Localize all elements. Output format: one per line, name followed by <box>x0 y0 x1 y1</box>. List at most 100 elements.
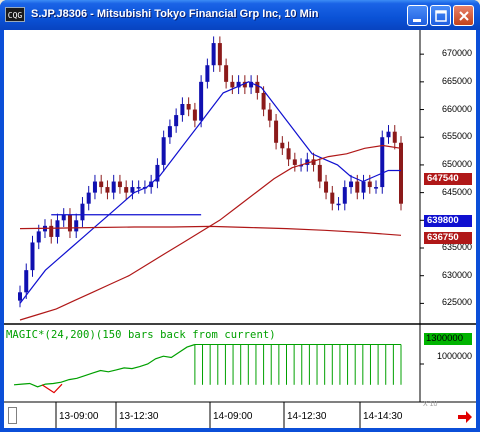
candle-body <box>130 187 135 193</box>
close-button[interactable] <box>453 5 474 26</box>
candle-body <box>380 137 385 188</box>
candle-body <box>355 181 360 193</box>
ma-blue-badge: 639800 <box>424 215 472 228</box>
time-tick-label: 14-14:30 <box>363 411 403 422</box>
price-tick-label: 650000 <box>441 158 472 169</box>
indicator-value-badge: 1300000 <box>424 333 472 345</box>
candle-body <box>167 126 172 138</box>
candle-body <box>399 142 403 204</box>
price-tick-label: 660000 <box>441 103 472 114</box>
cqg-app-icon[interactable]: CQG <box>5 7 25 22</box>
scroll-thumb[interactable] <box>8 407 17 424</box>
candle-body <box>92 181 97 193</box>
candle-body <box>199 81 204 121</box>
candle-body <box>242 81 247 88</box>
candle-body <box>280 142 285 149</box>
candle-body <box>105 187 110 193</box>
time-tick-label: 14-09:00 <box>213 411 253 422</box>
candle-body <box>30 242 35 271</box>
candle-body <box>342 187 347 204</box>
candle-body <box>224 65 229 82</box>
candle-body <box>305 159 310 165</box>
candle-body <box>80 203 85 221</box>
title-bar[interactable]: CQG S.JP.J8306 - Mitsubishi Tokyo Financ… <box>0 0 480 30</box>
candle-body <box>161 137 166 165</box>
price-tick-label: 645000 <box>441 186 472 197</box>
scroll-right-button[interactable] <box>457 409 473 423</box>
price-tick-label: 655000 <box>441 131 472 142</box>
time-tick-label: 14-12:30 <box>287 411 327 422</box>
candle-body <box>249 81 254 88</box>
candle-body <box>18 292 22 301</box>
reference-line <box>19 225 402 236</box>
candle-body <box>349 181 354 188</box>
candle-body <box>230 81 235 88</box>
candle-body <box>24 270 29 293</box>
candle-body <box>155 164 160 182</box>
maximize-button[interactable] <box>430 5 451 26</box>
candle-body <box>49 225 54 237</box>
time-tick-label: 13-12:30 <box>119 411 159 422</box>
price-tick-label: 625000 <box>441 297 472 308</box>
red-right-arrow-icon <box>458 411 472 423</box>
price-tick-label: 635000 <box>441 242 472 252</box>
candle-body <box>99 181 104 188</box>
candle-body <box>330 192 335 204</box>
candle-body <box>374 187 379 189</box>
zoom-label: X 10 <box>423 401 438 408</box>
candle-body <box>336 203 341 206</box>
indicator-dip <box>41 383 63 394</box>
candle-body <box>324 181 329 193</box>
candle-body <box>236 81 241 88</box>
indicator-line <box>13 343 196 388</box>
chart-area[interactable]: 6250006300006350006400006450006500006550… <box>4 30 476 428</box>
candle-body <box>261 92 266 110</box>
last-price-badge: 647540 <box>424 172 472 185</box>
candle-body <box>186 104 191 110</box>
candle-body <box>255 81 260 93</box>
price-chart[interactable] <box>4 30 476 428</box>
candle-body <box>211 43 216 66</box>
chart-background <box>4 30 476 428</box>
candle-body <box>392 131 397 143</box>
window-title: S.JP.J8306 - Mitsubishi Tokyo Financial … <box>31 8 319 20</box>
ma-red-badge: 636750 <box>424 232 472 245</box>
candle-body <box>74 220 79 232</box>
candle-body <box>274 120 279 143</box>
time-tick-label: 13-09:00 <box>59 411 99 422</box>
candle-body <box>205 65 210 82</box>
price-tick-label: 665000 <box>441 75 472 86</box>
candle-body <box>386 131 391 138</box>
price-tick-label: 670000 <box>441 48 472 59</box>
candle-body <box>61 214 66 221</box>
candle-body <box>111 181 116 193</box>
candle-body <box>149 181 154 188</box>
indicator-axis-label: 1000000 <box>436 351 472 361</box>
candle-body <box>267 109 272 121</box>
price-tick-label: 630000 <box>441 269 472 280</box>
candle-body <box>86 192 91 204</box>
candle-body <box>136 187 141 189</box>
minimize-icon <box>413 19 421 22</box>
candle-body <box>36 231 41 243</box>
candle-body <box>299 164 304 167</box>
indicator-title: MAGIC*(24,200)(150 bars back from curren… <box>6 329 276 341</box>
candle-body <box>180 104 185 116</box>
candle-body <box>361 181 366 193</box>
close-icon <box>459 11 469 21</box>
candle-body <box>292 159 297 165</box>
candle-body <box>311 159 316 165</box>
minimize-button[interactable] <box>407 5 428 26</box>
candle-body <box>217 43 222 66</box>
candle-body <box>124 187 129 193</box>
candle-body <box>117 181 122 188</box>
candle-body <box>67 214 72 232</box>
ma-24-line <box>19 81 401 304</box>
candle-body <box>367 181 372 188</box>
candle-body <box>192 109 197 121</box>
maximize-icon <box>435 10 447 22</box>
candle-body <box>174 115 179 127</box>
candle-body <box>286 148 291 160</box>
candle-body <box>317 164 322 182</box>
